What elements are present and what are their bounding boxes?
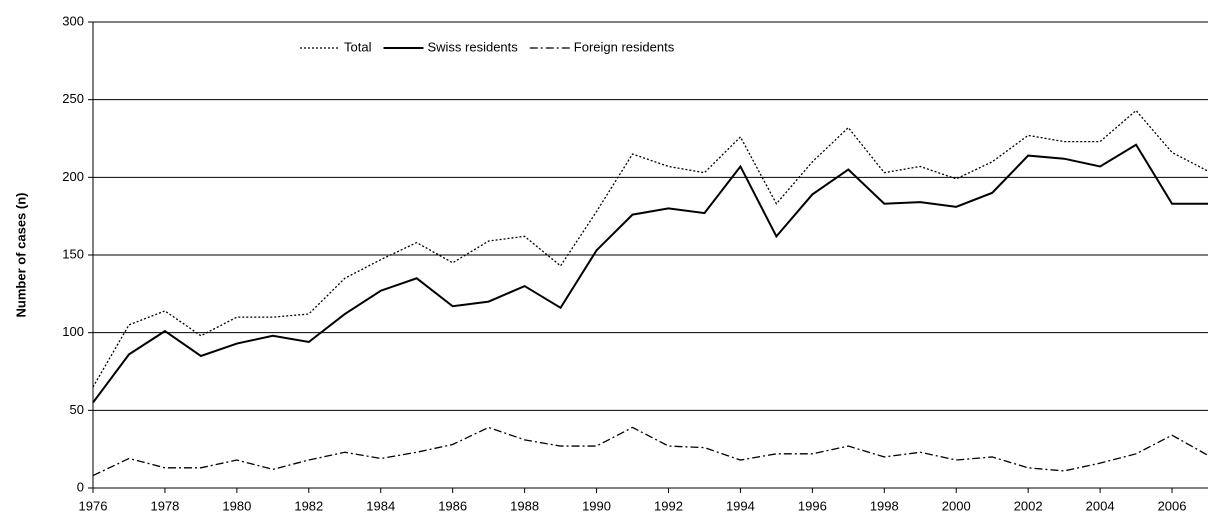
x-tick-label: 2000	[942, 498, 971, 513]
x-tick-label: 1986	[438, 498, 467, 513]
legend-label: Foreign residents	[574, 39, 675, 54]
x-tick-label: 1998	[870, 498, 899, 513]
series-line	[92, 109, 1209, 388]
series-line	[92, 143, 1208, 404]
x-tick-label: 1980	[222, 498, 251, 513]
x-tick-label: 1982	[294, 498, 323, 513]
x-tick-label: 1992	[654, 498, 683, 513]
legend-label: Swiss residents	[427, 39, 518, 54]
x-tick-label: 1996	[798, 498, 827, 513]
y-tick-label: 100	[62, 324, 84, 339]
y-tick-label: 0	[77, 479, 84, 494]
x-tick-label: 1984	[366, 498, 395, 513]
y-tick-label: 150	[62, 246, 84, 261]
y-axis-label: Number of cases (n)	[13, 193, 28, 318]
y-tick-label: 50	[70, 402, 84, 417]
legend-label: Total	[344, 39, 372, 54]
x-tick-label: 2004	[1086, 498, 1115, 513]
series-line	[92, 426, 1209, 477]
y-tick-label: 200	[62, 169, 84, 184]
x-tick-label: 1976	[79, 498, 108, 513]
x-tick-label: 1978	[150, 498, 179, 513]
y-tick-label: 300	[62, 13, 84, 28]
x-tick-label: 2002	[1014, 498, 1043, 513]
x-tick-label: 1988	[510, 498, 539, 513]
x-tick-label: 1994	[726, 498, 755, 513]
x-tick-label: 1990	[582, 498, 611, 513]
x-tick-label: 2006	[1158, 498, 1187, 513]
y-tick-label: 250	[62, 91, 84, 106]
